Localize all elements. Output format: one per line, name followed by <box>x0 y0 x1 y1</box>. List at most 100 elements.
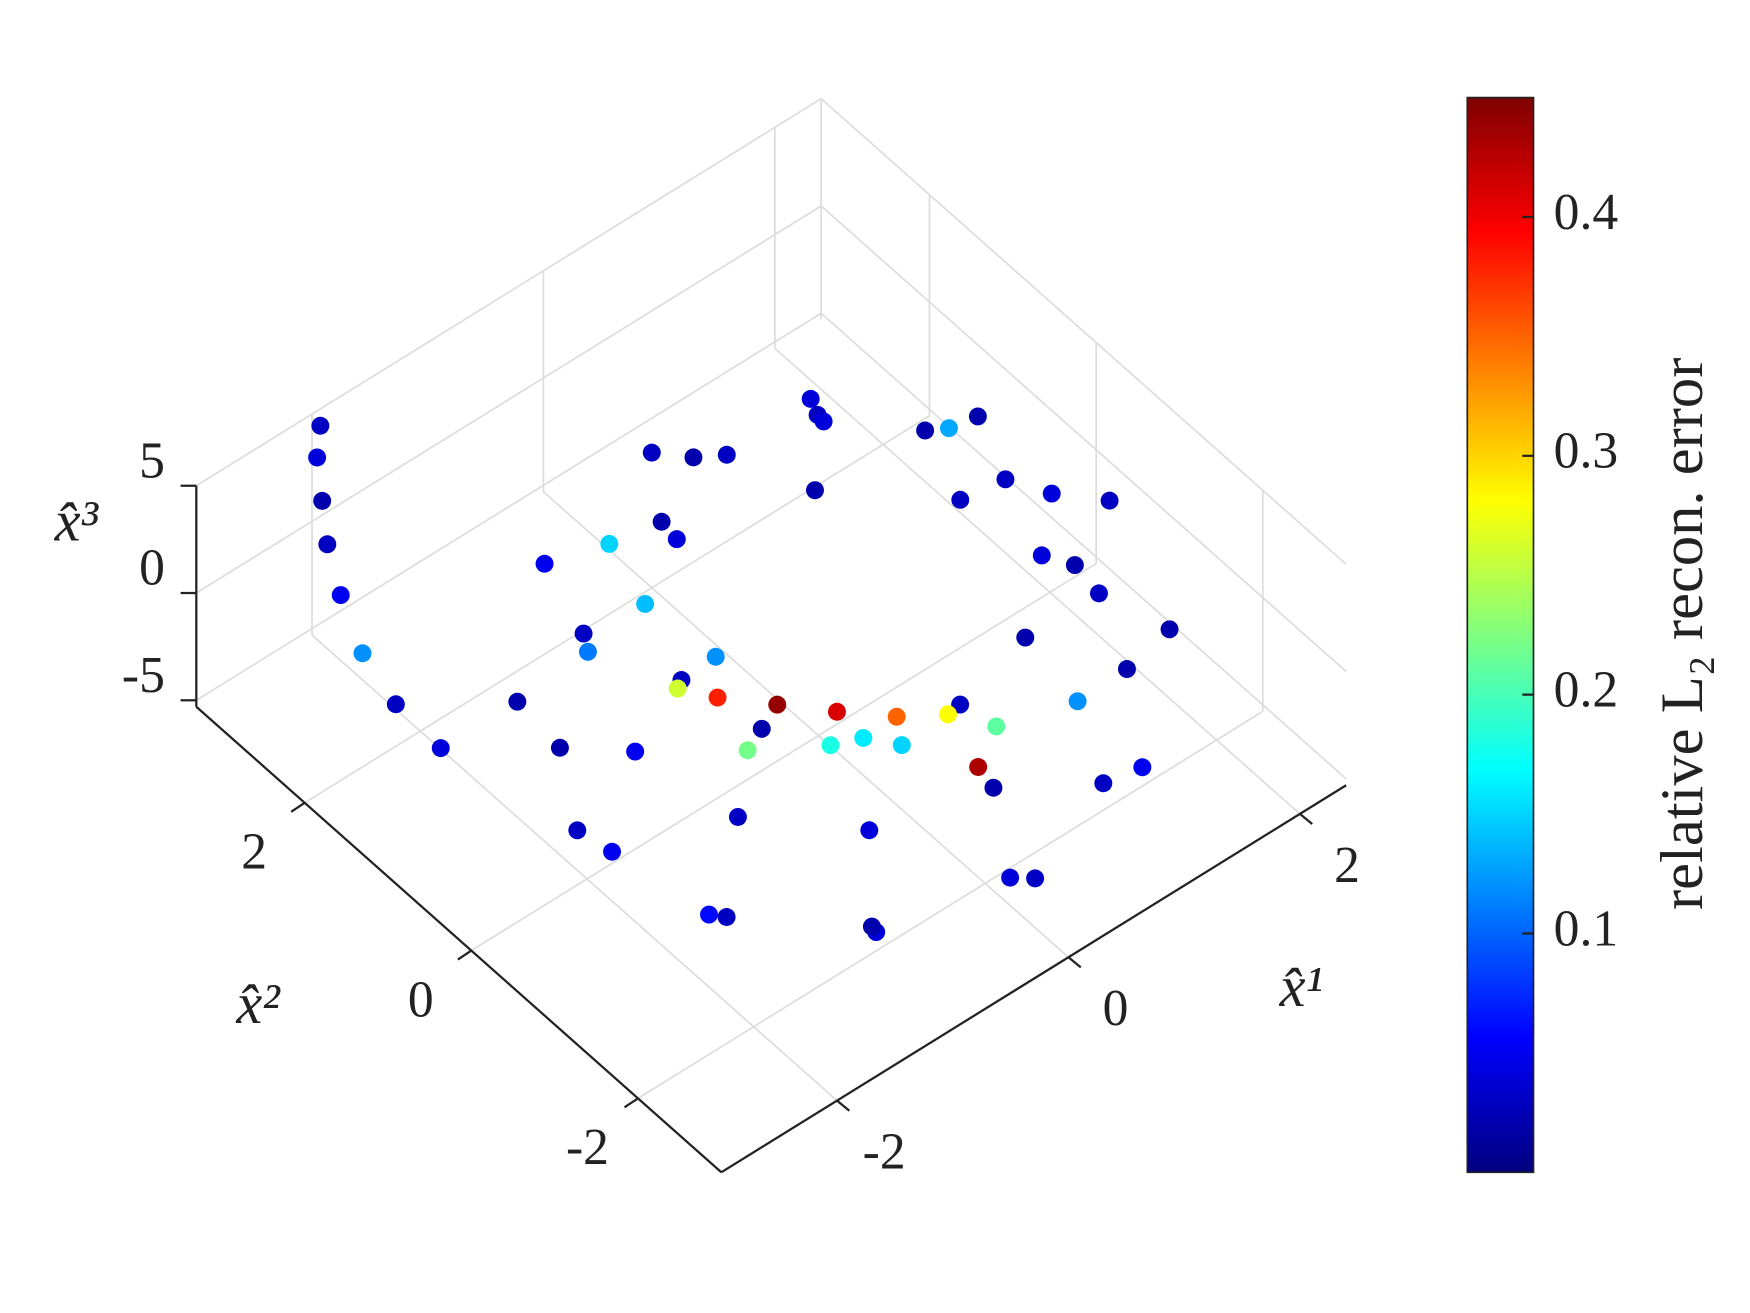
x-tick <box>1299 813 1313 825</box>
point <box>987 717 1006 736</box>
point <box>1001 868 1020 887</box>
point <box>969 758 988 776</box>
grid-line <box>304 415 930 804</box>
point <box>814 412 833 431</box>
point <box>1068 692 1087 711</box>
point <box>1133 758 1152 777</box>
y-tick-label: 0 <box>408 971 434 1028</box>
colorbar-label: relative L₂ recon. error <box>1649 358 1716 910</box>
plot-area: x̂¹ x̂² x̂³ relative L₂ recon. error -2 0… <box>54 96 1716 1181</box>
point <box>738 741 757 760</box>
x-tick-label: 0 <box>1103 980 1129 1037</box>
point <box>801 389 820 408</box>
point <box>706 647 725 666</box>
point <box>854 728 873 747</box>
point <box>535 554 554 573</box>
point <box>1160 620 1179 639</box>
point <box>684 448 703 467</box>
colorbar-tick-label: 0.3 <box>1554 423 1619 480</box>
point <box>626 742 645 761</box>
point <box>892 736 911 755</box>
grid-line <box>820 98 1347 565</box>
x-axis-label: x̂¹ <box>1279 954 1323 1019</box>
colorbar-tick-label: 0.4 <box>1554 184 1619 241</box>
y-tick <box>290 801 306 813</box>
point <box>1065 556 1084 575</box>
point <box>1032 546 1051 565</box>
y-tick <box>457 949 472 961</box>
point <box>939 419 958 438</box>
point <box>700 905 718 924</box>
x-tick <box>836 1099 851 1112</box>
point <box>308 448 327 467</box>
z-tick-label: 5 <box>139 432 165 489</box>
point <box>574 624 593 643</box>
point <box>996 470 1015 489</box>
point <box>578 642 597 661</box>
point <box>550 738 569 757</box>
point <box>313 491 332 510</box>
point <box>1094 774 1113 793</box>
point <box>1117 660 1136 679</box>
point <box>1042 484 1061 503</box>
colorbar-tick-label: 0.1 <box>1554 900 1619 957</box>
point <box>951 490 970 509</box>
colorbar-tick-label: 0.2 <box>1554 661 1619 718</box>
point <box>636 594 655 613</box>
point <box>600 534 619 553</box>
point <box>821 736 840 755</box>
point <box>968 407 987 426</box>
y-axis-label: x̂² <box>235 971 281 1036</box>
y-tick-label: 2 <box>241 823 267 880</box>
point <box>568 821 587 840</box>
grid-line <box>542 491 1070 958</box>
point <box>508 692 527 711</box>
y-tick-label: -2 <box>566 1119 609 1176</box>
point <box>717 445 736 464</box>
point <box>1089 584 1108 603</box>
z-axis-label: x̂³ <box>54 489 100 554</box>
grid-line <box>820 312 1347 780</box>
point <box>642 443 661 462</box>
x-tick <box>1067 956 1082 969</box>
point <box>728 808 747 826</box>
point <box>916 421 935 440</box>
point <box>887 707 906 726</box>
z-tick-label: -5 <box>122 647 165 704</box>
point <box>353 644 372 663</box>
grid-line <box>195 98 822 487</box>
point <box>668 679 687 698</box>
grid-line <box>820 205 1347 673</box>
point <box>862 917 881 936</box>
point <box>331 586 350 605</box>
point <box>652 512 671 531</box>
point <box>386 695 405 714</box>
point <box>431 739 450 758</box>
z-tick-label: 0 <box>139 540 165 597</box>
grid-line <box>470 562 1097 952</box>
point <box>1026 869 1045 888</box>
point <box>768 695 787 714</box>
point <box>603 842 621 861</box>
grid-line <box>311 634 838 1102</box>
point <box>311 416 330 435</box>
point <box>717 908 736 926</box>
point <box>708 688 727 707</box>
grid-line <box>637 710 1264 1100</box>
point <box>939 705 958 724</box>
point <box>951 695 970 714</box>
point <box>752 719 771 738</box>
colorbar <box>1466 96 1535 1174</box>
y-tick <box>623 1097 639 1109</box>
point <box>860 821 879 840</box>
point <box>667 530 686 549</box>
point <box>827 702 846 721</box>
point <box>318 535 337 554</box>
point <box>1016 628 1035 647</box>
point <box>1100 491 1119 510</box>
point <box>806 481 824 500</box>
grid-line <box>195 312 822 702</box>
grid-line <box>195 205 822 594</box>
y-axis <box>195 705 723 1174</box>
